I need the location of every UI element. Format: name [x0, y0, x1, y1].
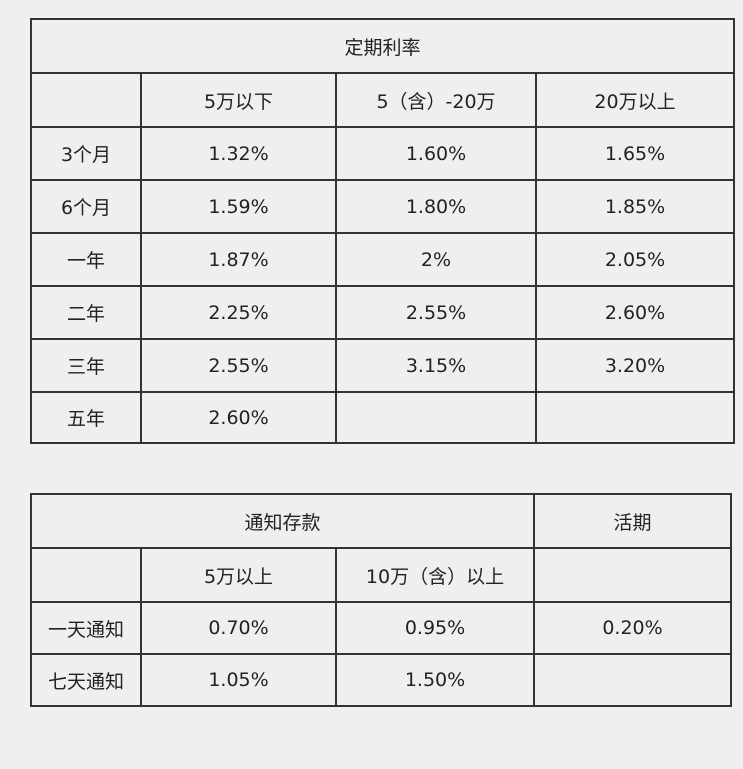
empty-cell: [335, 391, 537, 444]
rate-cell: 0.70%: [140, 601, 337, 655]
row-label: 三年: [30, 338, 142, 393]
rate-cell: 2.60%: [534, 285, 736, 340]
empty-cell: [534, 391, 736, 444]
rate-cell: 2.55%: [140, 338, 337, 393]
rate-cell: 1.85%: [534, 179, 736, 234]
fixed-rate-table: 定期利率 5万以下 5（含）-20万 20万以上 3个月 1.32% 1.60% 1.…: [29, 18, 736, 444]
row-label: 一年: [30, 232, 142, 287]
rate-cell: 2.25%: [140, 285, 337, 340]
rate-cell: 1.65%: [534, 126, 736, 181]
rate-cell: 1.87%: [140, 232, 337, 287]
row-label: 6个月: [30, 179, 142, 234]
row-label: 七天通知: [30, 653, 142, 707]
row-label: 二年: [30, 285, 142, 340]
row-label: 一天通知: [30, 601, 142, 655]
column-header: 5万以上: [140, 547, 337, 603]
rate-cell: 2.05%: [534, 232, 736, 287]
empty-cell: [533, 653, 733, 707]
rate-cell: 2%: [335, 232, 537, 287]
rate-cell: 1.50%: [334, 653, 536, 707]
rate-cell: 3.20%: [534, 338, 736, 393]
empty-cell: [30, 72, 142, 128]
rate-cell: 2.55%: [335, 285, 537, 340]
table-title: 定期利率: [29, 18, 736, 74]
rate-cell: 0.95%: [334, 601, 536, 655]
column-header: 5万以下: [140, 72, 337, 128]
column-header: 5（含）-20万: [335, 72, 537, 128]
empty-cell: [30, 547, 142, 603]
notice-deposit-table: 通知存款 活期 5万以上 10万（含）以上 一天通知 0.70% 0.95% 0.20…: [29, 493, 733, 707]
table-title: 通知存款: [29, 493, 536, 549]
column-header: 20万以上: [534, 72, 736, 128]
empty-cell: [533, 547, 733, 603]
rate-cell: 1.60%: [335, 126, 537, 181]
column-header: 10万（含）以上: [334, 547, 536, 603]
row-label: 五年: [30, 391, 142, 444]
rate-cell: 1.59%: [140, 179, 337, 234]
rate-cell: 0.20%: [533, 601, 733, 655]
rate-cell: 1.05%: [140, 653, 337, 707]
rate-cell: 2.60%: [140, 391, 337, 444]
rate-cell: 3.15%: [335, 338, 537, 393]
rate-cell: 1.80%: [335, 179, 537, 234]
rate-cell: 1.32%: [140, 126, 337, 181]
column-header: 活期: [533, 493, 733, 549]
row-label: 3个月: [30, 126, 142, 181]
